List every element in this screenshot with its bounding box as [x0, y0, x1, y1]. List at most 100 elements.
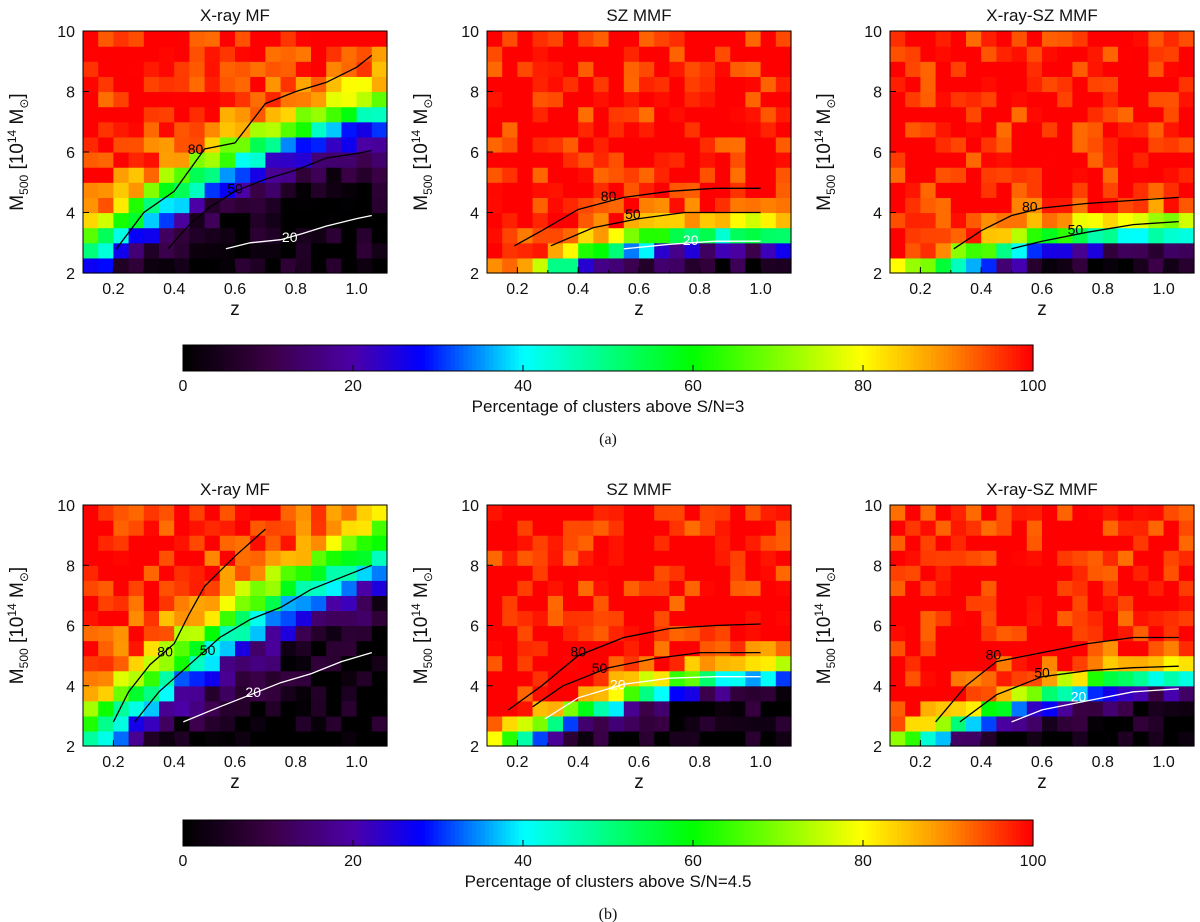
- heatmap-cell: [1148, 505, 1165, 521]
- heatmap-cell: [341, 685, 358, 702]
- heatmap-cell: [639, 106, 655, 123]
- heatmap-cell: [745, 730, 762, 747]
- heatmap-cell: [1178, 106, 1195, 123]
- heatmap-cell: [1118, 121, 1134, 138]
- colorbar-segment: [591, 820, 596, 846]
- y-label-part: ]: [411, 93, 432, 98]
- heatmap-cell: [996, 76, 1013, 93]
- heatmap-cell: [280, 31, 297, 47]
- heatmap-cell: [578, 46, 594, 62]
- heatmap-cell: [981, 182, 997, 198]
- heatmap-cell: [113, 136, 130, 153]
- colorbar-segment: [586, 820, 592, 846]
- heatmap-cell: [113, 580, 130, 596]
- colorbar-segment: [867, 820, 873, 846]
- heatmap-cell: [623, 715, 640, 732]
- colorbar-segment: [752, 345, 758, 371]
- colorbar-segment: [731, 820, 737, 846]
- heatmap-cell: [1133, 550, 1149, 566]
- colorbar-segment: [412, 345, 418, 371]
- colorbar-segment: [467, 820, 473, 846]
- heatmap-cell: [295, 91, 312, 108]
- heatmap-cell: [204, 715, 221, 732]
- colorbar-segment: [289, 820, 295, 846]
- heatmap-cell: [966, 715, 982, 732]
- colorbar-segment: [472, 820, 477, 846]
- heatmap-cell: [1148, 197, 1165, 214]
- heatmap-cell: [935, 580, 952, 596]
- heatmap-cell: [356, 595, 373, 612]
- heatmap-cell: [935, 535, 952, 551]
- colorbar-segment: [421, 820, 426, 846]
- colorbar-segment: [922, 345, 928, 371]
- heatmap-cell: [654, 655, 670, 672]
- heatmap-cell: [547, 91, 564, 108]
- heatmap-cell: [219, 106, 236, 123]
- heatmap-cell: [890, 565, 906, 581]
- heatmap-cell: [1102, 550, 1119, 566]
- colorbar-segment: [620, 820, 626, 846]
- heatmap-cell: [890, 700, 906, 717]
- heatmap-cell: [578, 625, 594, 642]
- colorbar-segment: [909, 345, 915, 371]
- heatmap-cell: [730, 580, 746, 596]
- heatmap-cell: [699, 550, 716, 566]
- heatmap-cell: [83, 212, 99, 229]
- heatmap-cell: [981, 715, 997, 732]
- heatmap-cell: [563, 715, 579, 732]
- colorbar-segment: [901, 345, 907, 371]
- colorbar-segment: [956, 345, 962, 371]
- heatmap-cell: [547, 136, 564, 153]
- heatmap-cell: [905, 61, 921, 77]
- heatmap-cell: [905, 565, 921, 581]
- heatmap-cell: [159, 61, 175, 77]
- heatmap-cell: [265, 167, 282, 183]
- colorbar-segment: [943, 345, 949, 371]
- y-label-part: 14: [409, 129, 423, 143]
- heatmap-cell: [174, 91, 190, 108]
- heatmap-cell: [371, 61, 388, 77]
- colorbar-segment: [1003, 820, 1009, 846]
- colorbar-segment: [523, 820, 528, 846]
- heatmap-cell: [83, 242, 99, 259]
- y-tick-label: 10: [864, 498, 882, 515]
- heatmap-cell: [1178, 610, 1195, 627]
- heatmap-cell: [295, 535, 312, 551]
- x-tick-label: 0.4: [163, 281, 185, 298]
- heatmap-cell: [1042, 505, 1058, 521]
- heatmap-cell: [981, 121, 997, 138]
- heatmap-cell: [1133, 212, 1149, 229]
- heatmap-cell: [563, 625, 579, 642]
- heatmap-cell: [1087, 670, 1104, 687]
- heatmap-cells: [487, 505, 792, 747]
- heatmap-cell: [760, 730, 777, 747]
- heatmap-cell: [295, 565, 312, 581]
- colorbar-segment: [926, 820, 932, 846]
- heatmap-cell: [113, 520, 130, 536]
- heatmap-cell: [699, 505, 716, 521]
- colorbar-segment: [187, 345, 193, 371]
- heatmap-cell: [547, 610, 564, 627]
- heatmap-cell: [920, 520, 937, 536]
- heatmap-cell: [83, 76, 99, 93]
- colorbar-segment: [994, 345, 1000, 371]
- heatmap-cell: [1087, 257, 1104, 274]
- heatmap-cell: [654, 46, 670, 62]
- heatmap-cell: [1011, 595, 1028, 612]
- heatmap-cell: [730, 535, 746, 551]
- heatmap-cell: [235, 91, 251, 108]
- heatmap-cell: [1102, 227, 1119, 244]
- heatmap-cell: [593, 670, 610, 687]
- heatmap-cell: [1072, 31, 1089, 47]
- heatmap-cell: [235, 505, 251, 521]
- heatmap-cell: [1042, 152, 1058, 168]
- x-tick-label: 1.0: [345, 754, 367, 771]
- heatmap-cell: [250, 212, 266, 229]
- heatmap-cell: [578, 595, 594, 612]
- heatmap-cell: [326, 640, 342, 657]
- heatmap-cell: [623, 580, 640, 596]
- subfigure-label: (b): [599, 906, 618, 922]
- heatmap-cell: [981, 212, 997, 229]
- subfigure-label: (a): [599, 431, 617, 448]
- colorbar-segment: [790, 345, 796, 371]
